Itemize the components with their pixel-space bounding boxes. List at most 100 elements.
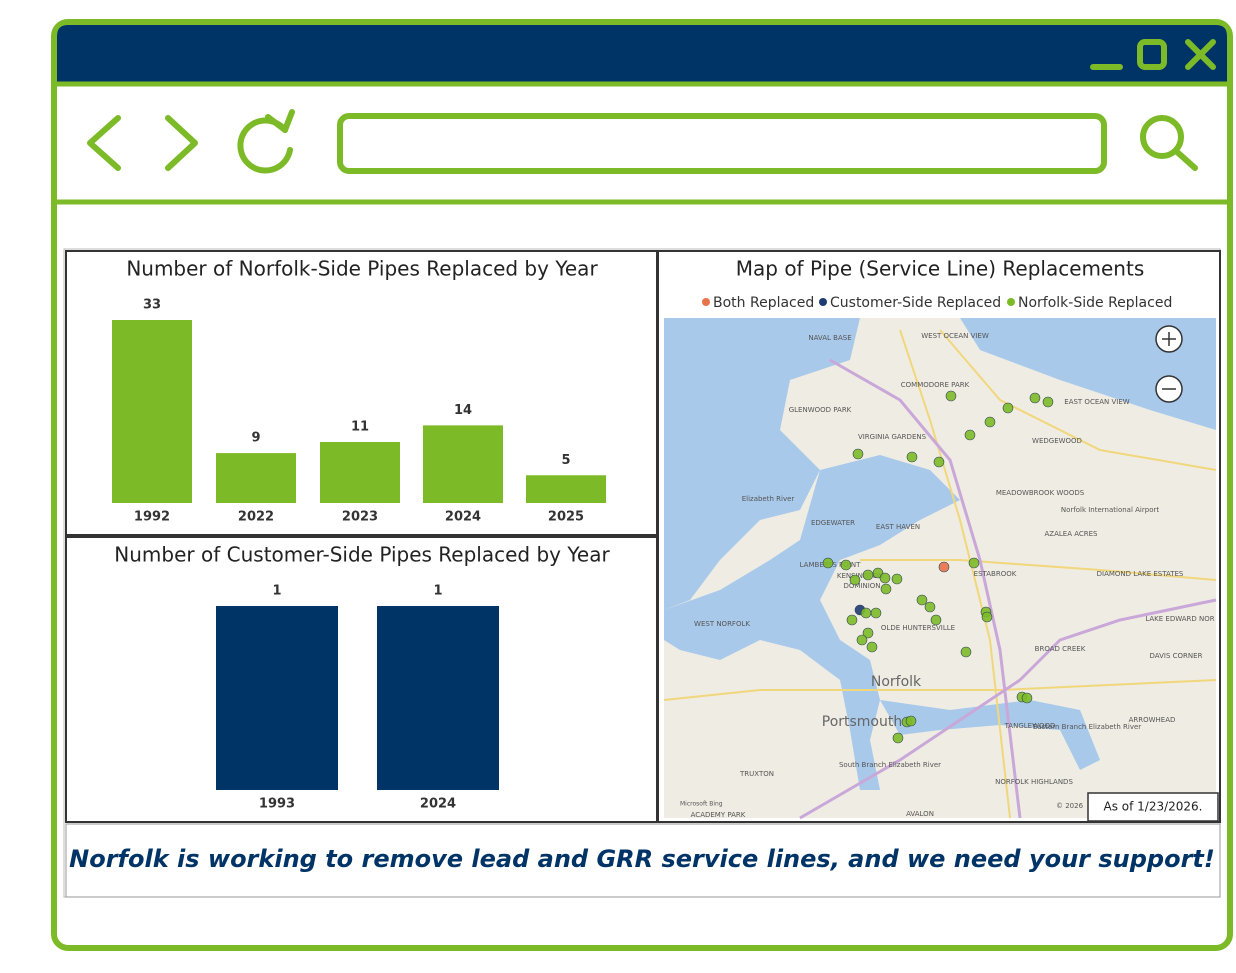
legend-swatch [702,298,710,306]
map-label: DAVIS CORNER [1150,652,1203,660]
x-tick-label: 1993 [259,797,295,812]
map-point [960,646,972,658]
as-of: As of 1/23/2026. [1104,800,1203,814]
bar [112,320,192,503]
map-point [984,416,996,428]
bar [216,453,296,503]
search-handle [1173,148,1198,171]
map-point [906,451,918,463]
map-label: COMMODORE PARK [901,381,970,389]
map-label: DIAMOND LAKE ESTATES [1097,570,1184,578]
map-label: WEDGEWOOD [1032,437,1082,445]
map-title: Map of Pipe (Service Line) Replacements [736,257,1145,281]
data-label: 33 [143,298,161,313]
map-point [852,448,864,460]
reload-arrow [265,109,295,133]
bar [216,606,338,790]
window-controls[interactable] [1090,39,1216,70]
data-label: 11 [351,420,369,435]
map-point [891,573,903,585]
data-label: 1 [433,584,442,599]
search-button[interactable] [1140,115,1184,159]
map-label: WEST OCEAN VIEW [921,332,989,340]
map[interactable]: NAVAL BASE WEST OCEAN VIEW COMMODORE PARK G… [663,318,1219,822]
map-point [862,627,874,639]
bar [377,606,499,790]
map-label: TRUXTON [739,770,774,778]
data-label: 9 [251,431,260,446]
bar [423,425,503,503]
map-point [968,557,980,569]
map-label: DOMINION [843,582,880,590]
map-label: NAVAL BASE [808,334,851,342]
bar [320,442,400,503]
map-point [981,611,993,623]
map-label: ACADEMY PARK [691,811,746,819]
copyright: © 2026 [1056,802,1084,810]
map-point [846,614,858,626]
map-point [880,583,892,595]
as-of-box [1087,792,1219,822]
map-point [1002,402,1014,414]
forward-button[interactable] [165,115,198,171]
map-label: EAST HAVEN [876,523,920,531]
map-point [938,561,950,573]
footer-text: Norfolk is working to remove lead and GR… [69,845,1215,873]
map-point [862,569,874,581]
legend-label: Norfolk-Side Replaced [1018,295,1172,311]
x-tick-label: 2022 [238,510,274,525]
map-label: WEST NORFOLK [694,620,750,628]
map-label: ESTABROOK [974,570,1017,578]
legend-label: Both Replaced [713,295,814,311]
map-label: AZALEA ACRES [1045,530,1099,538]
map-point [866,641,878,653]
map-label: South Branch Elizabeth River [839,761,941,769]
legend-swatch [819,298,827,306]
map-label: OLDE HUNTERSVILLE [881,624,955,632]
map-label: Eastern Branch Elizabeth River [1033,723,1141,731]
map-label: KENSINGTON [837,572,883,580]
map-point [1042,396,1054,408]
data-label: 5 [561,453,570,468]
map-point [840,559,852,571]
map-point [822,557,834,569]
chart-panel [65,536,658,823]
map-point [870,607,882,619]
address-bar[interactable] [337,113,1107,174]
map-point [879,572,891,584]
map-label: GLENWOOD PARK [789,406,852,414]
map-label: Norfolk International Airport [1061,506,1159,514]
map-point [964,429,976,441]
map-label: EAST OCEAN VIEW [1064,398,1130,406]
x-tick-label: 1992 [134,510,170,525]
map-point [1029,392,1041,404]
back-button[interactable] [87,115,121,171]
map-point [856,634,868,646]
map-label: ARROWHEAD [1129,716,1176,724]
chart-title: Number of Customer-Side Pipes Replaced b… [114,543,610,567]
map-label: Norfolk [871,674,922,690]
legend-label: Customer-Side Replaced [830,295,1001,311]
map-label: EDGEWATER [811,519,855,527]
map-point [933,456,945,468]
map-label: BROAD CREEK [1035,645,1086,653]
map-point [892,732,904,744]
x-tick-label: 2023 [342,510,378,525]
chart-title: Number of Norfolk-Side Pipes Replaced by… [126,257,598,281]
attribution: Microsoft Bing [680,801,723,808]
map-label: Portsmouth [822,714,903,730]
map-label: Elizabeth River [742,495,795,503]
title-bar [57,25,1227,82]
x-tick-label: 2024 [445,510,481,525]
footer-panel [65,823,1221,898]
x-tick-label: 2024 [420,797,456,812]
map-label: LAKE EDWARD NOR [1145,615,1214,623]
data-label: 1 [272,584,281,599]
map-point [945,390,957,402]
map-label: VIRGINIA GARDENS [858,433,927,441]
map-label: MEADOWBROOK WOODS [996,489,1085,497]
data-label: 14 [454,403,472,418]
map-point [860,607,872,619]
